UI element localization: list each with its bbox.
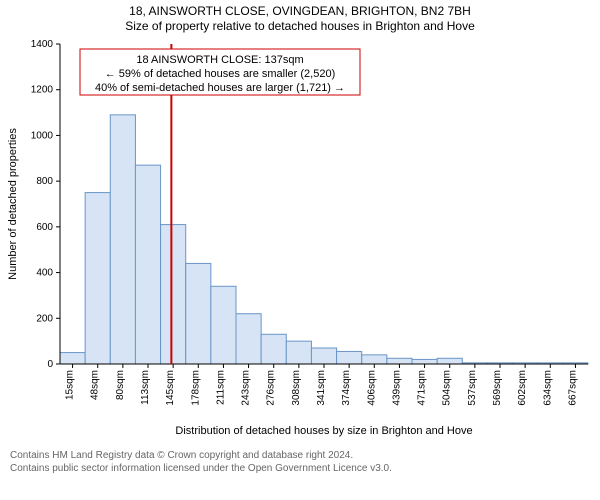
x-tick-label: 439sqm [391,370,402,406]
x-tick-label: 113sqm [140,370,151,405]
annotation-line: 40% of semi-detached houses are larger (… [95,82,345,94]
y-tick-label: 1000 [31,130,54,141]
histogram-bar [311,348,336,364]
x-tick-label: 80sqm [115,370,126,400]
x-tick-label: 374sqm [341,370,352,406]
x-tick-label: 48sqm [90,370,101,400]
x-tick-label: 537sqm [467,370,478,406]
y-tick-label: 1400 [31,39,54,50]
histogram-bar [412,359,437,364]
histogram-bar [337,351,362,364]
y-tick-label: 400 [36,268,53,279]
x-axis-label: Distribution of detached houses by size … [175,425,472,437]
x-tick-label: 667sqm [567,370,578,406]
footer-line-2: Contains public sector information licen… [10,463,590,476]
x-tick-label: 211sqm [215,370,226,405]
histogram-bar [135,165,160,364]
y-tick-label: 200 [36,313,53,324]
x-tick-label: 308sqm [291,370,302,406]
x-tick-label: 145sqm [165,370,176,406]
annotation-line: 18 AINSWORTH CLOSE: 137sqm [136,54,303,66]
chart-container: 0 200 400 600 800 1000 1200 1400 15sqm 48sqm 80sqm… [0,34,600,444]
x-tick-label: 504sqm [442,370,453,406]
histogram-chart: 0 200 400 600 800 1000 1200 1400 15sqm 48sqm 80sqm… [0,34,600,444]
title-line-2: Size of property relative to detached ho… [0,19,600,34]
histogram-bar [161,225,186,364]
footer-line-1: Contains HM Land Registry data © Crown c… [10,450,590,463]
histogram-bar [261,334,286,364]
annotation-line: ← 59% of detached houses are smaller (2,… [105,68,336,80]
histogram-bar [236,314,261,364]
x-tick-label: 178sqm [190,370,201,406]
histogram-bar [362,355,387,364]
x-tick-label: 471sqm [417,370,428,406]
y-tick-label: 1200 [31,85,54,96]
x-tick-label: 569sqm [492,370,503,406]
x-tick-label: 243sqm [241,370,252,406]
x-tick-label: 406sqm [366,370,377,406]
histogram-bar [387,358,412,364]
histogram-bar [60,353,85,364]
y-tick-label: 800 [36,176,53,187]
footer-block: Contains HM Land Registry data © Crown c… [0,444,600,475]
x-tick-label: 602sqm [517,370,528,406]
histogram-bar [85,193,110,364]
x-tick-label: 341sqm [316,370,327,406]
histogram-bar [211,286,236,364]
y-axis-label: Number of detached properties [7,128,19,280]
histogram-bar [437,358,462,364]
chart-title-block: 18, AINSWORTH CLOSE, OVINGDEAN, BRIGHTON… [0,0,600,34]
x-tick-label: 634sqm [542,370,553,406]
y-tick-label: 600 [36,222,53,233]
x-tick-label: 15sqm [65,370,76,400]
histogram-bar [186,263,211,364]
y-tick-label: 0 [47,359,53,370]
histogram-bar [286,341,311,364]
histogram-bar [110,115,135,364]
x-tick-label: 276sqm [266,370,277,406]
title-line-1: 18, AINSWORTH CLOSE, OVINGDEAN, BRIGHTON… [0,4,600,19]
